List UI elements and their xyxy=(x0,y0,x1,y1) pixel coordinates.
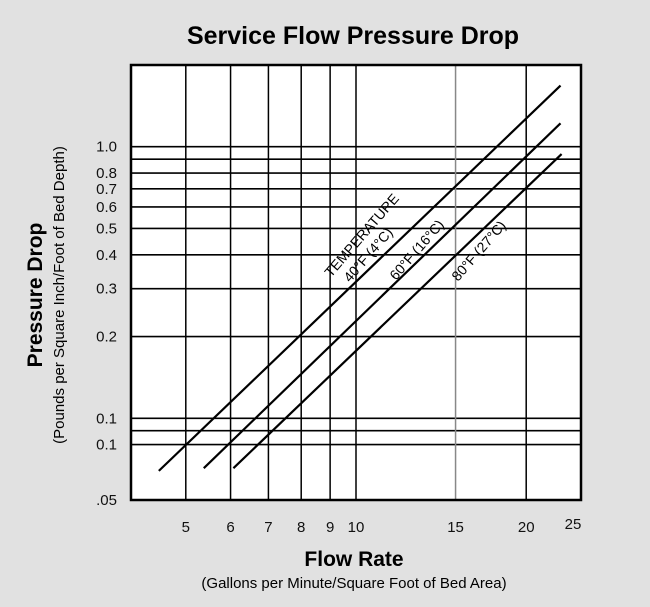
y-axis-sublabel: (Pounds per Square Inch/Foot of Bed Dept… xyxy=(51,146,68,444)
x-axis-label: Flow Rate xyxy=(304,548,403,571)
x-tick-labels: 5 6 7 8 9 10 15 20 25 xyxy=(182,516,582,536)
y-tick-label: 0.8 xyxy=(96,165,117,182)
series-lines xyxy=(158,84,563,472)
x-tick-label: 15 xyxy=(447,519,464,536)
x-tick-label: 9 xyxy=(326,519,334,536)
y-tick-label: 0.7 xyxy=(96,181,117,198)
y-tick-label: 1.0 xyxy=(96,139,117,156)
y-tick-label: 0.1 xyxy=(96,437,117,454)
x-tick-label: 7 xyxy=(264,519,272,536)
chart-title: Service Flow Pressure Drop xyxy=(187,22,519,50)
y-tick-labels: 1.0 0.80.70.6 0.5 0.4 0.3 0.2 0.1 0.1 .05 xyxy=(96,139,117,509)
y-tick-label: 0.5 xyxy=(96,220,117,237)
series-line-2 xyxy=(232,153,563,469)
x-tick-label: 8 xyxy=(297,519,305,536)
y-tick-label: 0.2 xyxy=(96,329,117,346)
x-tick-label: 25 xyxy=(565,516,582,533)
plot-frame xyxy=(129,63,583,502)
x-axis-sublabel: (Gallons per Minute/Square Foot of Bed A… xyxy=(201,575,506,592)
x-tick-label: 10 xyxy=(348,519,365,536)
y-tick-label: .05 xyxy=(96,492,117,509)
series-line-0 xyxy=(158,84,562,472)
y-tick-label: 0.3 xyxy=(96,281,117,298)
y-tick-label: 0.1 xyxy=(96,410,117,427)
x-tick-label: 20 xyxy=(518,519,535,536)
x-tick-label: 5 xyxy=(182,519,190,536)
y-tick-label: 0.6 xyxy=(96,199,117,216)
series-line-1 xyxy=(203,122,562,469)
x-tick-label: 6 xyxy=(226,519,234,536)
y-tick-label: 0.4 xyxy=(96,247,117,264)
y-axis-label: Pressure Drop xyxy=(24,223,47,368)
